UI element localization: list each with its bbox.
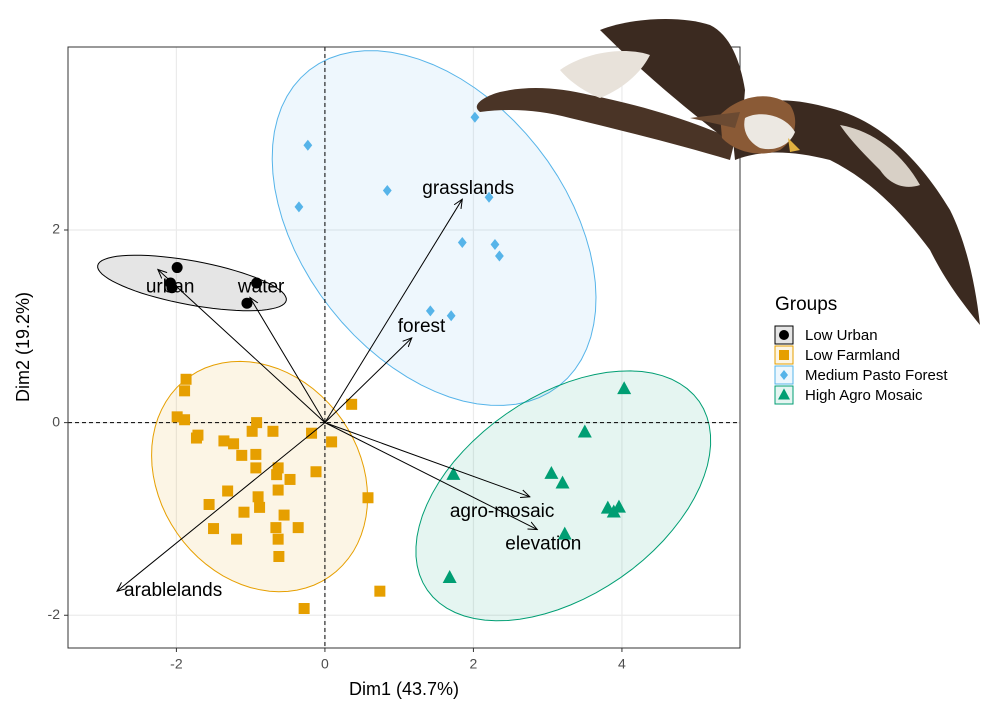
confidence-ellipse	[415, 370, 712, 622]
legend-symbol	[780, 370, 788, 380]
point	[484, 191, 494, 203]
point	[171, 411, 183, 423]
point	[250, 448, 262, 460]
point	[203, 498, 215, 510]
point	[555, 475, 570, 489]
point	[251, 417, 263, 429]
plot-border	[67, 46, 741, 649]
legend-label: Low Farmland	[805, 347, 900, 364]
point	[292, 522, 304, 534]
point	[490, 238, 500, 250]
plot-background	[68, 47, 740, 648]
point	[457, 237, 467, 249]
point	[303, 139, 313, 151]
y-tick-label: 2	[52, 221, 60, 237]
point	[425, 305, 435, 317]
point	[442, 569, 457, 583]
legend-symbol	[779, 330, 789, 340]
point	[238, 506, 250, 518]
point	[272, 462, 284, 474]
y-tick-label: 0	[52, 413, 60, 429]
point	[495, 250, 504, 262]
point	[326, 436, 338, 448]
point	[544, 465, 559, 479]
variable-label: arablelands	[124, 580, 222, 601]
point	[218, 435, 230, 447]
point	[470, 111, 480, 123]
point	[446, 310, 456, 322]
point	[272, 484, 284, 496]
arrows: urbanwatergrasslandsforestagro-mosaicele…	[117, 178, 581, 601]
point	[294, 201, 304, 213]
point	[251, 277, 263, 289]
x-tick-label: 2	[470, 656, 478, 672]
legend-label: Medium Pasto Forest	[805, 367, 948, 384]
loading-arrow	[324, 199, 462, 423]
point	[250, 462, 262, 474]
point	[179, 385, 191, 397]
point	[179, 414, 191, 426]
point	[362, 492, 374, 504]
axes: -2 0 2 4 -2 0 2	[48, 221, 626, 672]
point	[254, 501, 266, 513]
point	[171, 262, 183, 274]
loading-arrow	[324, 338, 412, 423]
y-axis-label: Dim2 (19.2%)	[13, 292, 33, 402]
point	[231, 533, 243, 545]
variable-label: elevation	[505, 534, 581, 555]
x-tick-label: -2	[170, 656, 183, 672]
point	[382, 185, 392, 197]
loading-arrow	[158, 269, 326, 423]
confidence-ellipse	[97, 254, 287, 312]
point	[310, 466, 322, 478]
loading-arrow	[250, 297, 326, 423]
point	[246, 425, 258, 437]
point	[284, 473, 296, 485]
point	[617, 381, 632, 395]
point	[374, 585, 386, 597]
points	[164, 111, 632, 615]
loading-arrow	[117, 422, 326, 592]
ellipses	[97, 50, 712, 622]
legend-title: Groups	[775, 294, 837, 315]
variable-label: urban	[146, 277, 195, 298]
legend-label: Low Urban	[805, 327, 878, 344]
point	[272, 533, 284, 545]
point	[611, 499, 626, 513]
point	[222, 485, 234, 497]
x-axis-label: Dim1 (43.7%)	[349, 679, 459, 699]
bird-photo	[476, 18, 980, 325]
variable-label: water	[237, 276, 285, 297]
point	[236, 449, 248, 461]
point	[557, 526, 572, 540]
point	[278, 509, 290, 521]
point	[271, 469, 283, 481]
point	[180, 373, 192, 385]
legend-symbol	[779, 350, 789, 360]
point	[270, 522, 282, 534]
point	[208, 523, 220, 535]
point	[190, 432, 202, 444]
confidence-ellipse	[271, 50, 597, 406]
loading-arrow	[324, 422, 537, 530]
x-tick-label: 4	[618, 656, 626, 672]
point	[228, 438, 240, 450]
point	[446, 466, 461, 480]
variable-label: forest	[398, 316, 446, 337]
legend-symbol	[778, 388, 790, 400]
point	[577, 424, 592, 438]
loading-arrow	[324, 422, 530, 497]
legend: Groups Low Urban Low Farmland Medium Pasto …	[774, 294, 948, 405]
x-tick-label: 0	[321, 656, 329, 672]
point	[252, 491, 264, 503]
y-tick-label: -2	[48, 606, 61, 622]
point	[298, 603, 310, 615]
point	[273, 551, 285, 563]
point	[267, 425, 279, 437]
variable-label: grasslands	[422, 178, 514, 199]
legend-label: High Agro Mosaic	[805, 387, 923, 404]
point	[346, 398, 358, 410]
